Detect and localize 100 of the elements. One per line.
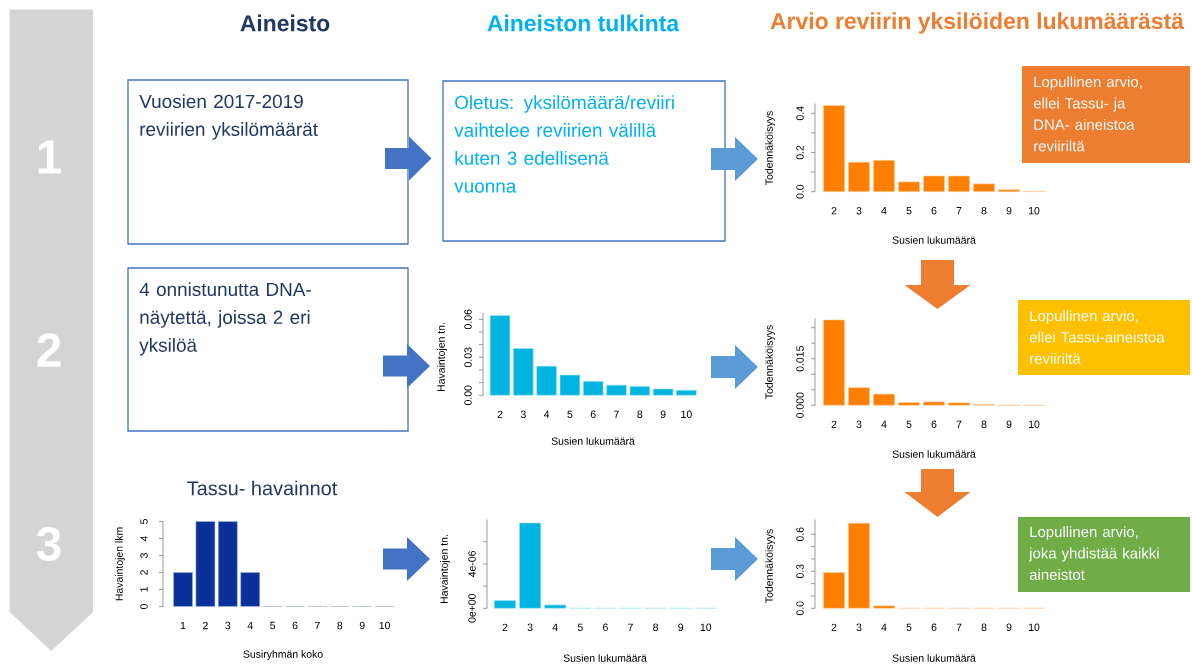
x-tick-label: 3 <box>527 623 533 631</box>
x-tick-label: 6 <box>603 623 608 631</box>
x-tick-label: 3 <box>856 206 862 215</box>
x-tick-label: 10 <box>379 621 391 630</box>
x-tick-label: 5 <box>567 410 573 418</box>
x-tick-label: 9 <box>1006 623 1012 631</box>
x-tick-label: 1 <box>180 621 186 630</box>
y-tick-label: 4e-06 <box>468 551 476 578</box>
y-axis-title: Havaintojen tn. <box>440 535 450 604</box>
annotation: Lopullinen arvio, joka yhdistää kaikki aineistot <box>1028 526 1159 580</box>
y-tick-label: 5 <box>140 519 148 524</box>
bar <box>973 183 995 192</box>
x-tick-label: 9 <box>359 621 365 630</box>
y-tick-label: 0.2 <box>796 145 804 160</box>
y-tick-label: 0 <box>140 603 148 609</box>
x-tick-label: 7 <box>956 207 962 215</box>
bar <box>823 105 845 192</box>
y-axis-title: Todennäköisyys <box>765 111 775 185</box>
x-axis-title: Susien lukumäärä <box>892 450 976 458</box>
bar <box>848 161 870 192</box>
x-tick-label: 5 <box>906 420 912 428</box>
x-tick-label: 4 <box>552 623 558 631</box>
x-tick-label: 8 <box>981 623 987 631</box>
x-tick-label: 9 <box>678 623 684 631</box>
y-tick-label: 0.0 <box>796 184 804 199</box>
x-tick-label: 10 <box>1028 420 1040 428</box>
bar <box>606 384 627 396</box>
x-tick-label: 5 <box>906 623 912 631</box>
x-axis-title: Susien lukumäärä <box>892 654 976 662</box>
x-tick-label: 6 <box>931 206 937 215</box>
x-tick-label: 7 <box>628 623 633 631</box>
x-tick-label: 2 <box>203 621 208 630</box>
x-tick-label: 5 <box>577 623 583 631</box>
x-tick-label: 7 <box>315 621 320 630</box>
annotation: Lopullinen arvio, ellei Tassu- ja DNA- aineistoa reviiriltä <box>1033 76 1142 152</box>
x-tick-label: 9 <box>660 410 666 418</box>
y-tick-label: 0e+00 <box>468 594 476 623</box>
x-tick-label: 10 <box>1028 623 1040 631</box>
bar <box>823 319 845 406</box>
text: Aineisto <box>240 14 330 32</box>
x-tick-label: 8 <box>981 420 987 428</box>
bar <box>676 389 697 396</box>
x-tick-label: 10 <box>1028 206 1040 215</box>
x-tick-label: 8 <box>653 623 659 631</box>
text: 4 onnistunutta DNA-näytettä, joissa 2 eri yksilöä <box>139 282 311 356</box>
y-tick-label: 0.03 <box>464 347 472 368</box>
bar <box>873 393 895 406</box>
bar <box>629 386 651 396</box>
y-tick-label: 0.015 <box>796 346 804 372</box>
x-tick-label: 2 <box>831 623 837 631</box>
bar <box>489 315 511 396</box>
x-tick-label: 6 <box>931 420 937 428</box>
x-tick-label: 6 <box>590 410 596 418</box>
x-tick-label: 7 <box>956 420 962 428</box>
x-tick-label: 3 <box>856 623 862 631</box>
x-tick-label: 3 <box>856 420 862 428</box>
y-tick-label: 0.06 <box>464 309 472 330</box>
bar <box>544 604 567 609</box>
x-tick-label: 4 <box>881 623 887 631</box>
x-tick-label: 9 <box>1006 420 1012 428</box>
y-tick-label: 0.00 <box>464 385 472 406</box>
y-tick-label: 0.3 <box>796 564 804 579</box>
y-tick-label: 3 <box>140 553 148 558</box>
x-tick-label: 3 <box>520 410 526 418</box>
bar <box>923 401 945 406</box>
x-tick-label: 8 <box>981 206 987 215</box>
bar <box>583 381 604 396</box>
x-tick-label: 5 <box>270 621 276 630</box>
x-tick-label: 7 <box>614 410 619 418</box>
annotation: Lopullinen arvio, ellei Tassu-aineistoa reviiriltä <box>1029 310 1165 364</box>
x-tick-label: 3 <box>225 621 231 630</box>
y-tick-label: 0.4 <box>796 106 804 121</box>
x-tick-label: 2 <box>831 207 837 215</box>
x-tick-label: 10 <box>681 410 692 418</box>
bar <box>948 402 970 406</box>
x-tick-label: 2 <box>831 420 837 428</box>
x-tick-label: 8 <box>637 410 643 418</box>
bar <box>848 522 870 609</box>
y-axis-title: Havaintojen lkm <box>115 527 125 601</box>
x-tick-label: 5 <box>906 207 912 215</box>
bar <box>923 175 945 192</box>
x-tick-label: 6 <box>931 623 937 631</box>
bar <box>898 402 920 406</box>
x-tick-label: 4 <box>881 207 887 215</box>
x-tick-label: 6 <box>292 621 298 630</box>
y-axis-title: Todennäköisyys <box>765 325 775 399</box>
bar <box>873 160 895 192</box>
x-axis-title: Susien lukumäärä <box>563 654 647 662</box>
bar <box>848 387 870 406</box>
text: Vuosien 2017-2019 reviirien yksilömäärät <box>139 94 318 140</box>
y-tick-label: 0.6 <box>796 527 804 542</box>
bar <box>559 374 581 396</box>
y-tick-label: 0.000 <box>796 392 804 418</box>
x-tick-label: 10 <box>700 623 712 631</box>
bar <box>873 605 895 609</box>
text: Arvio reviirin yksilöiden lukumäärästä <box>770 12 1184 34</box>
y-tick-label: 0.0 <box>796 601 804 616</box>
x-axis-title: Susien lukumäärä <box>551 437 635 445</box>
bar <box>898 181 920 192</box>
y-tick-label: 4 <box>140 535 148 542</box>
